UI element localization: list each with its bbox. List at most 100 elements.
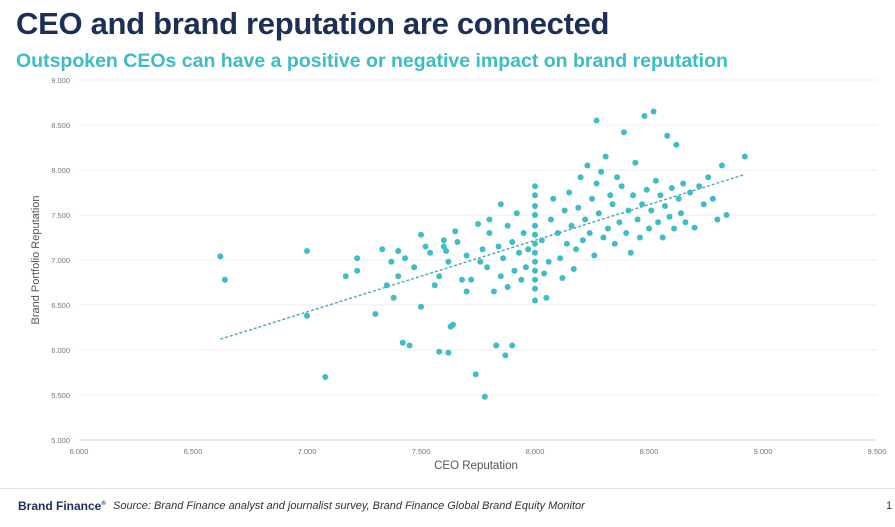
data-point bbox=[723, 212, 730, 218]
data-point bbox=[468, 276, 475, 283]
data-point bbox=[518, 276, 525, 283]
data-point bbox=[579, 237, 586, 244]
data-point bbox=[431, 282, 438, 289]
data-point bbox=[575, 204, 582, 211]
data-point bbox=[509, 342, 516, 349]
data-point bbox=[459, 276, 466, 283]
x-tick-label: 8.000 bbox=[526, 447, 545, 456]
data-point bbox=[543, 294, 550, 301]
data-point bbox=[502, 352, 509, 359]
data-point bbox=[705, 174, 712, 181]
data-point bbox=[532, 276, 538, 283]
data-point bbox=[563, 240, 570, 247]
data-point bbox=[322, 374, 329, 380]
data-point bbox=[454, 239, 461, 245]
data-point bbox=[666, 213, 673, 220]
data-point bbox=[696, 183, 703, 190]
data-point bbox=[440, 237, 447, 244]
data-point bbox=[611, 240, 618, 247]
y-tick-label: 8.000 bbox=[51, 166, 70, 175]
data-point bbox=[586, 230, 593, 236]
data-point bbox=[584, 162, 591, 169]
data-point bbox=[573, 246, 580, 253]
data-point bbox=[513, 210, 520, 217]
data-point bbox=[411, 264, 418, 271]
data-point bbox=[532, 240, 538, 247]
data-point bbox=[609, 201, 616, 208]
data-point bbox=[342, 273, 349, 280]
x-tick-label: 6.500 bbox=[184, 447, 203, 456]
trend-line bbox=[220, 173, 745, 340]
data-point bbox=[593, 180, 600, 187]
data-point bbox=[532, 212, 538, 218]
data-point bbox=[614, 174, 621, 181]
data-point bbox=[493, 342, 500, 349]
data-point bbox=[593, 117, 600, 124]
data-point bbox=[547, 216, 554, 223]
data-point bbox=[304, 312, 310, 319]
data-point bbox=[486, 230, 493, 236]
data-point bbox=[511, 267, 518, 274]
data-point bbox=[675, 195, 682, 202]
data-point bbox=[532, 183, 538, 190]
data-point bbox=[541, 270, 548, 277]
data-point bbox=[607, 192, 614, 199]
x-axis-label: CEO Reputation bbox=[434, 460, 518, 472]
y-tick-label: 6.500 bbox=[51, 301, 70, 310]
data-point bbox=[600, 234, 607, 241]
data-point bbox=[532, 249, 538, 256]
data-point bbox=[639, 201, 646, 208]
data-point bbox=[399, 339, 406, 346]
data-point bbox=[682, 219, 689, 226]
data-point bbox=[388, 258, 395, 265]
data-point bbox=[646, 225, 652, 232]
y-axis-label: Brand Portfolio Reputation bbox=[30, 195, 42, 324]
y-axis-ticks: 5.000 5.500 6.000 6.500 7.000 7.500 8.000 8.500… bbox=[51, 76, 70, 445]
data-point bbox=[436, 348, 443, 355]
data-point bbox=[616, 219, 623, 226]
data-point bbox=[661, 203, 668, 209]
data-point bbox=[636, 234, 643, 241]
data-point bbox=[700, 201, 707, 208]
data-point bbox=[490, 288, 497, 295]
data-point bbox=[463, 288, 470, 295]
data-point bbox=[677, 210, 684, 217]
data-point bbox=[472, 371, 479, 378]
data-point bbox=[443, 248, 450, 254]
x-tick-label: 8.500 bbox=[640, 447, 659, 456]
data-point bbox=[627, 249, 634, 256]
x-tick-label: 6.000 bbox=[70, 447, 89, 456]
data-point bbox=[623, 230, 630, 236]
data-point bbox=[664, 132, 671, 139]
data-point bbox=[532, 258, 538, 265]
data-point bbox=[354, 255, 361, 262]
data-point bbox=[650, 108, 657, 115]
x-axis-ticks: 6.000 6.500 7.000 7.500 8.000 8.500 9.000 9.500 bbox=[70, 447, 887, 456]
data-point bbox=[354, 267, 361, 274]
data-point bbox=[566, 189, 573, 196]
data-point bbox=[486, 216, 493, 223]
data-point bbox=[395, 273, 402, 280]
data-point bbox=[718, 162, 725, 169]
data-point bbox=[652, 177, 659, 184]
data-point bbox=[440, 243, 447, 250]
data-point bbox=[618, 183, 625, 190]
data-point bbox=[602, 153, 609, 160]
data-point bbox=[589, 195, 595, 202]
data-point bbox=[604, 225, 611, 232]
y-tick-label: 8.500 bbox=[51, 121, 70, 130]
data-point bbox=[504, 222, 511, 229]
data-point bbox=[625, 207, 632, 214]
data-point bbox=[532, 285, 538, 292]
data-point bbox=[395, 248, 402, 254]
data-point bbox=[477, 258, 484, 265]
data-point bbox=[221, 276, 228, 283]
data-point bbox=[449, 321, 456, 328]
x-tick-label: 7.000 bbox=[298, 447, 317, 456]
data-point bbox=[497, 273, 504, 280]
data-point bbox=[643, 186, 650, 193]
data-point bbox=[383, 282, 390, 289]
data-point bbox=[620, 129, 627, 136]
y-tick-label: 6.000 bbox=[51, 346, 70, 355]
